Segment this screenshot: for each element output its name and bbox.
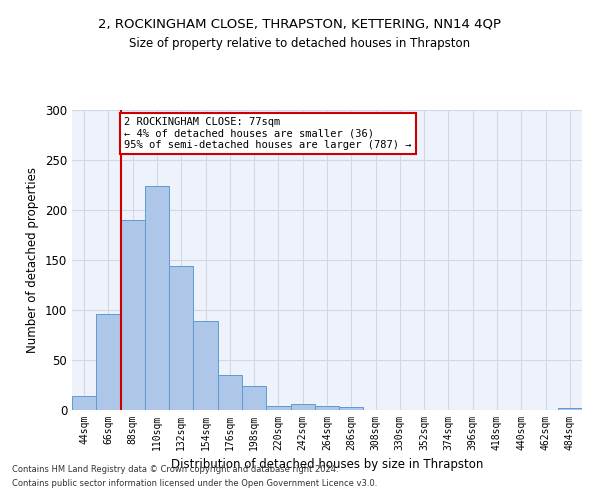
Bar	[339, 407, 364, 410]
Bar	[72, 396, 96, 410]
Bar	[558, 408, 582, 410]
Bar	[290, 404, 315, 410]
Text: 2 ROCKINGHAM CLOSE: 77sqm
← 4% of detached houses are smaller (36)
95% of semi-d: 2 ROCKINGHAM CLOSE: 77sqm ← 4% of detach…	[124, 117, 412, 150]
Bar	[96, 314, 121, 410]
Bar	[315, 406, 339, 410]
Bar	[193, 321, 218, 410]
Y-axis label: Number of detached properties: Number of detached properties	[26, 167, 40, 353]
Bar	[121, 220, 145, 410]
Bar	[242, 386, 266, 410]
Bar	[266, 406, 290, 410]
Bar	[218, 375, 242, 410]
Text: Contains public sector information licensed under the Open Government Licence v3: Contains public sector information licen…	[12, 479, 377, 488]
Bar	[145, 186, 169, 410]
X-axis label: Distribution of detached houses by size in Thrapston: Distribution of detached houses by size …	[171, 458, 483, 471]
Bar	[169, 266, 193, 410]
Text: Contains HM Land Registry data © Crown copyright and database right 2024.: Contains HM Land Registry data © Crown c…	[12, 466, 338, 474]
Text: Size of property relative to detached houses in Thrapston: Size of property relative to detached ho…	[130, 38, 470, 51]
Text: 2, ROCKINGHAM CLOSE, THRAPSTON, KETTERING, NN14 4QP: 2, ROCKINGHAM CLOSE, THRAPSTON, KETTERIN…	[98, 18, 502, 30]
